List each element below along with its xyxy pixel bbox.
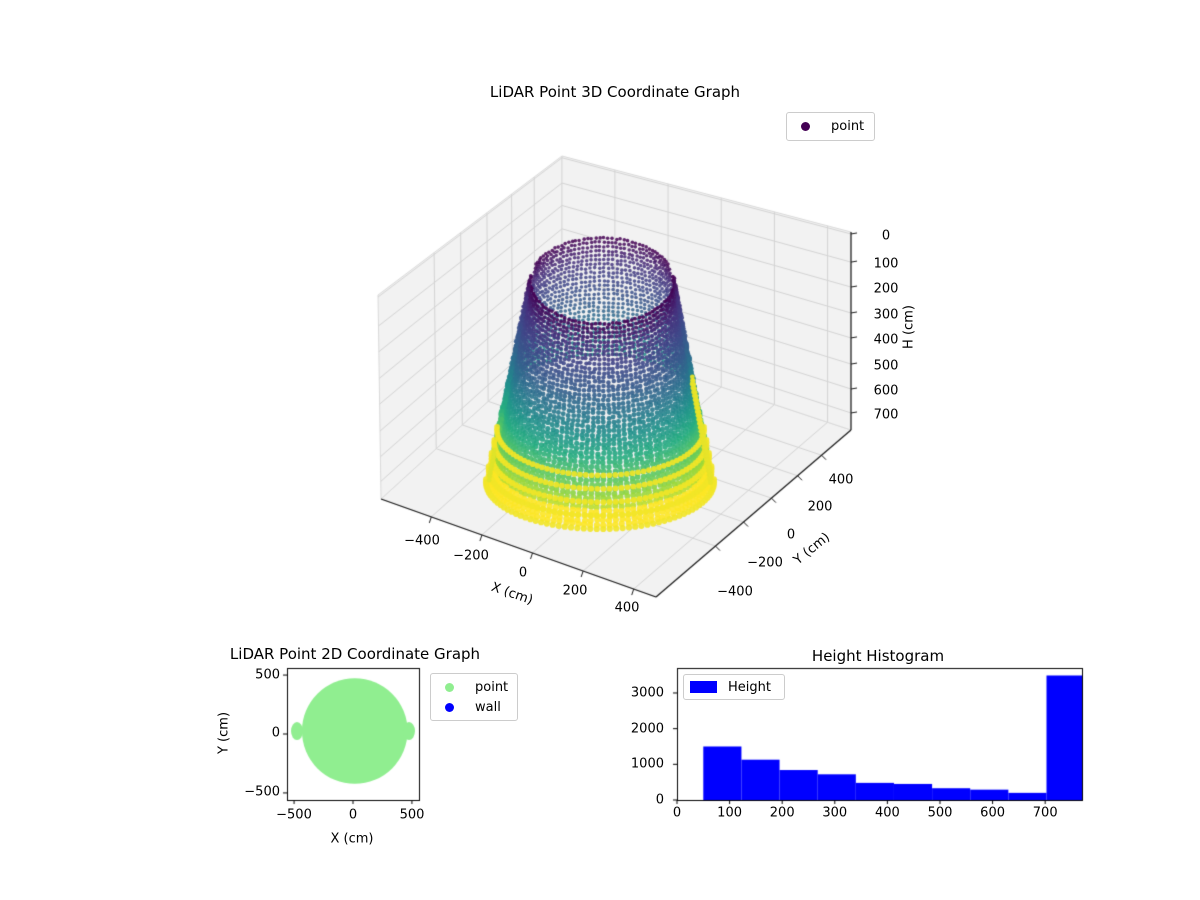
legend-entry: point [801,119,874,134]
plot2d-y-tick-label: −500 [244,784,280,800]
plot3d-z-tick-label: 500 [873,358,899,374]
plot2d-y-tick-label: 500 [255,667,280,683]
histogram-y-tick-label: 2000 [630,721,664,737]
plot2d-yaxis-label: Y (cm) [216,711,232,755]
legend-label: wall [475,699,501,715]
legend-dot-icon [445,702,454,712]
plot3d-zaxis-label: H (cm) [901,305,917,349]
plot2d-xaxis-label: X (cm) [330,831,374,847]
legend-label: point [831,119,865,134]
legend-patch-icon [690,681,717,693]
plot3d-y-tick-label: 0 [786,527,796,543]
plot2d-legend: point wall [430,673,518,721]
histogram-x-tick-label: 200 [769,805,795,821]
plot3d-z-tick-label: 700 [873,407,899,423]
plot3d-z-tick-label: 400 [873,332,899,348]
plot3d-x-tick-label: −200 [453,548,489,564]
plot3d-x-tick-label: 400 [614,600,640,616]
plot3d-z-tick-label: 200 [873,281,899,297]
histogram-x-tick-label: 600 [980,805,1006,821]
plot3d-y-tick-label: 400 [828,472,854,488]
plot3d-x-tick-label: −400 [404,533,440,549]
plot2d-x-tick-label: −500 [276,807,312,823]
legend-entry: point [445,680,517,695]
histogram-x-tick-label: 0 [672,805,682,821]
histogram-legend: Height [683,674,785,700]
plot3d-x-tick-label: 200 [562,583,588,599]
histogram-x-tick-label: 500 [927,805,953,821]
legend-dot-icon [801,122,810,131]
histogram-x-tick-label: 400 [874,805,900,821]
plot2d-y-tick-label: 0 [271,725,280,741]
plot3d-y-tick-label: 200 [807,499,833,515]
histogram-x-tick-label: 100 [717,805,743,821]
plot3d-z-tick-label: 0 [881,228,891,244]
histogram-x-tick-label: 700 [1032,805,1058,821]
plot3d-x-tick-label: 0 [518,565,528,581]
legend-dot-icon [445,682,454,692]
legend-label: point [475,679,509,695]
plot3d-y-tick-label: −400 [717,584,753,600]
histogram-y-tick-label: 3000 [630,685,664,701]
plot2d-x-tick-label: 500 [399,807,425,823]
plot3d-y-tick-label: −200 [747,555,783,571]
plot2d-x-tick-label: 0 [348,807,358,823]
legend-entry: Height [690,680,784,695]
histogram-y-tick-label: 0 [655,792,664,808]
plot3d-z-tick-label: 600 [873,383,899,399]
plot3d-z-tick-label: 300 [873,307,899,323]
plot3d-z-tick-label: 100 [873,256,899,272]
plot3d-title: LiDAR Point 3D Coordinate Graph [489,83,741,101]
plot2d-title: LiDAR Point 2D Coordinate Graph [229,645,481,663]
legend-entry: wall [445,700,517,715]
histogram-title: Height Histogram [811,647,945,665]
histogram-x-tick-label: 300 [822,805,848,821]
plot3d-legend: point [786,112,875,141]
histogram-y-tick-label: 1000 [630,756,664,772]
legend-label: Height [728,679,771,695]
